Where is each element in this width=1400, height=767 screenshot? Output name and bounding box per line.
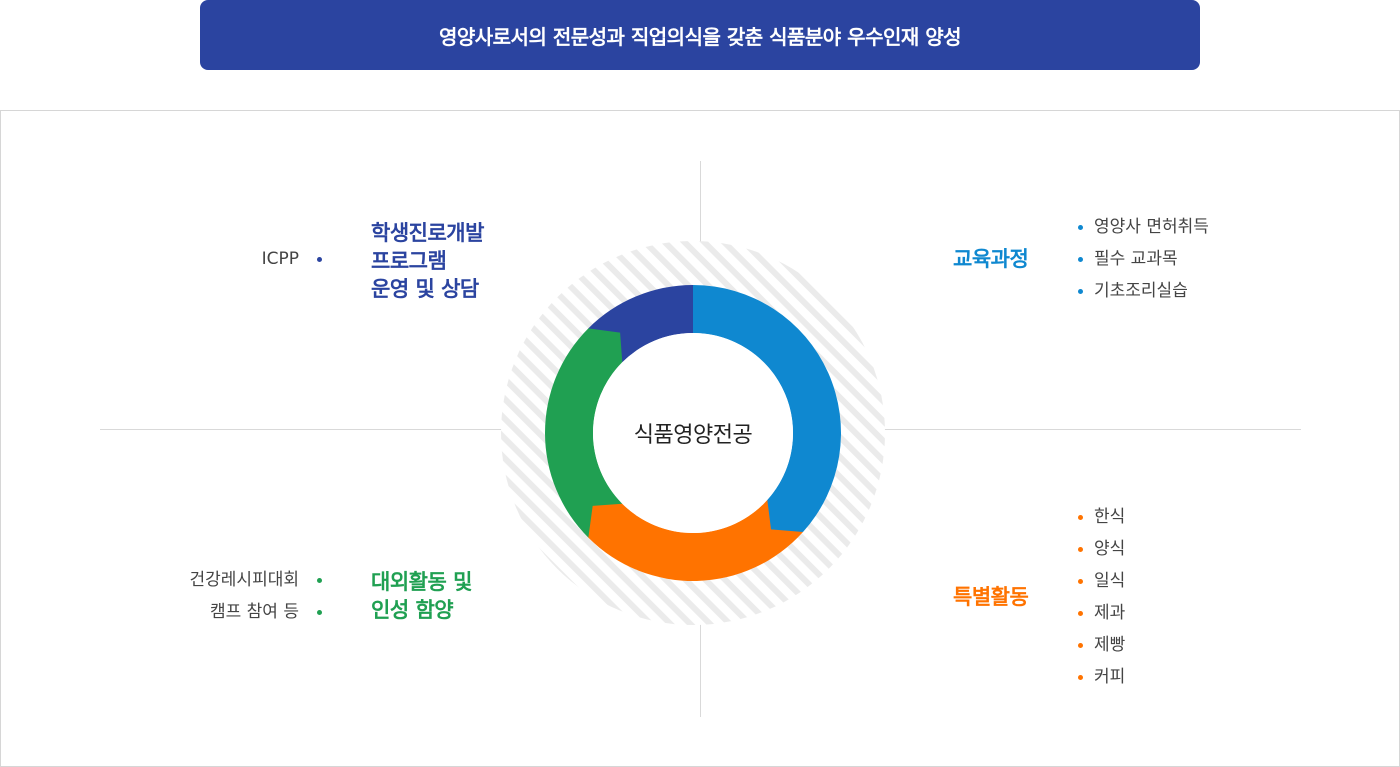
list-item: 제과	[1078, 597, 1125, 629]
list-item: 필수 교과목	[1078, 243, 1209, 275]
list-career-program: ICPP	[262, 243, 322, 275]
title-external-activities: 대외활동 및 인성 함양	[371, 568, 472, 624]
item-text: 캠프 참여 등	[209, 602, 299, 622]
list-item: 건강레시피대회	[190, 564, 322, 596]
item-text: 영양사 면허취득	[1094, 217, 1209, 237]
title-curriculum: 교육과정	[953, 245, 1029, 273]
item-text: 제빵	[1094, 635, 1126, 655]
list-item: 커피	[1078, 661, 1125, 693]
list-item: 양식	[1078, 533, 1125, 565]
list-special-activities: 한식 양식 일식 제과 제빵 커피	[1078, 501, 1125, 693]
bullet-dot	[1078, 642, 1083, 648]
title-line: 교육과정	[953, 247, 1029, 271]
bullet-dot	[1078, 256, 1083, 262]
item-text: 필수 교과목	[1094, 249, 1178, 269]
list-item: ICPP	[262, 243, 322, 275]
bullet-dot	[1078, 674, 1083, 680]
bullet-dot	[1078, 546, 1083, 552]
title-line: 프로그램	[371, 249, 447, 273]
list-item: 기초조리실습	[1078, 275, 1209, 307]
list-curriculum: 영양사 면허취득 필수 교과목 기초조리실습	[1078, 211, 1209, 307]
list-external-activities: 건강레시피대회 캠프 참여 등	[190, 564, 322, 628]
center-label: 식품영양전공	[633, 423, 753, 448]
list-item: 영양사 면허취득	[1078, 211, 1209, 243]
donut-graphic	[501, 241, 885, 625]
item-text: 건강레시피대회	[189, 570, 299, 590]
item-text: 양식	[1094, 539, 1126, 559]
bullet-dot	[1078, 288, 1083, 294]
donut-segments	[545, 285, 841, 581]
list-item: 제빵	[1078, 629, 1125, 661]
header-banner: 영양사로서의 전문성과 직업의식을 갖춘 식품분야 우수인재 양성	[200, 0, 1200, 70]
item-text: 제과	[1094, 603, 1126, 623]
title-career-program: 학생진로개발 프로그램 운영 및 상담	[371, 219, 484, 303]
title-line: 인성 함양	[371, 598, 454, 622]
title-line: 대외활동 및	[371, 570, 472, 594]
title-line: 특별활동	[953, 585, 1029, 609]
item-text: 일식	[1094, 571, 1126, 591]
title-line: 학생진로개발	[371, 221, 484, 245]
title-line: 운영 및 상담	[371, 277, 479, 301]
item-text: 커피	[1094, 667, 1126, 687]
bullet-dot	[1078, 578, 1083, 584]
bullet-dot	[1078, 224, 1083, 230]
diagram-panel: 식품영양전공 학생진로개발 프로그램 운영 및 상담 ICPP 교육과정 영양사…	[0, 110, 1400, 767]
bullet-dot	[1078, 514, 1083, 520]
item-text: ICPP	[261, 249, 299, 269]
banner-text: 영양사로서의 전문성과 직업의식을 갖춘 식품분야 우수인재 양성	[438, 24, 962, 49]
list-item: 한식	[1078, 501, 1125, 533]
segment-bottom-right	[588, 499, 803, 581]
list-item: 캠프 참여 등	[190, 596, 322, 628]
segment-top-right	[693, 285, 841, 533]
title-special-activities: 특별활동	[953, 583, 1029, 611]
donut-hole	[593, 333, 793, 533]
cycle-donut: 식품영양전공	[501, 241, 885, 625]
item-text: 한식	[1094, 507, 1126, 527]
bullet-dot	[317, 256, 322, 262]
bullet-dot	[317, 609, 322, 615]
segment-bottom-left	[545, 328, 623, 538]
bullet-dot	[317, 577, 322, 583]
bullet-dot	[1078, 610, 1083, 616]
list-item: 일식	[1078, 565, 1125, 597]
item-text: 기초조리실습	[1094, 281, 1188, 301]
